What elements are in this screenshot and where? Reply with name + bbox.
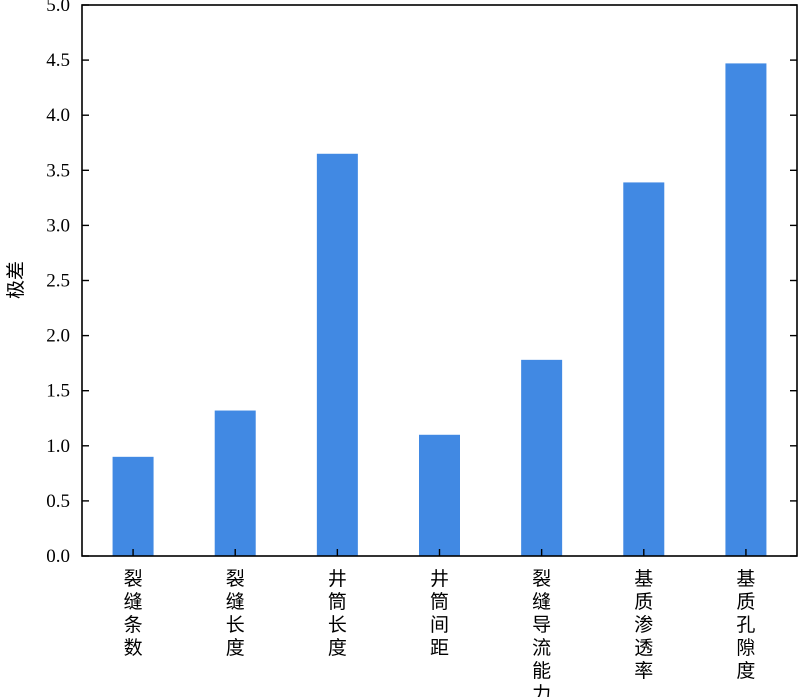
y-tick-label: 2.0 (46, 326, 70, 347)
bar-1 (112, 456, 154, 556)
x-tick-label: 井筒间距 (430, 568, 449, 659)
bar-2 (214, 410, 256, 556)
bar-7 (725, 63, 767, 556)
bar-5 (521, 359, 563, 556)
y-tick-label: 1.0 (46, 436, 70, 457)
y-axis-ticks: 0.0 0.5 1.0 1.5 2.0 2.5 3.0 3.5 4.0 4.5 5.0 (46, 0, 797, 567)
plot-frame (81, 4, 798, 557)
y-tick-label: 4.0 (46, 105, 70, 126)
y-tick-label: 3.0 (46, 215, 70, 236)
y-tick-label: 1.5 (46, 381, 70, 402)
bar-6 (623, 182, 665, 556)
y-tick-label: 5.0 (46, 0, 70, 16)
x-tick-label: 裂缝条数 (124, 568, 143, 659)
y-tick-label: 2.5 (46, 271, 70, 292)
y-tick-label: 0.5 (46, 491, 70, 512)
x-tick-label: 基质渗透率 (634, 568, 653, 682)
bar-4 (419, 434, 460, 556)
x-tick-label: 基质孔隙度 (736, 568, 755, 682)
y-tick-label: 3.5 (46, 160, 70, 181)
x-tick-label: 裂缝导流能力 (532, 568, 551, 697)
y-axis-title: 极差 (5, 261, 27, 299)
bars-group (112, 63, 767, 556)
x-axis-ticks: 裂缝条数 裂缝长度 井筒长度 井筒间距 裂缝导流能力 基质渗透率 基质孔隙度 (124, 549, 755, 697)
y-tick-label: 4.5 (46, 50, 70, 71)
bar-3 (316, 153, 358, 556)
x-tick-label: 井筒长度 (328, 568, 347, 659)
x-tick-label: 裂缝长度 (226, 568, 245, 659)
y-tick-label: 0.0 (46, 546, 70, 567)
